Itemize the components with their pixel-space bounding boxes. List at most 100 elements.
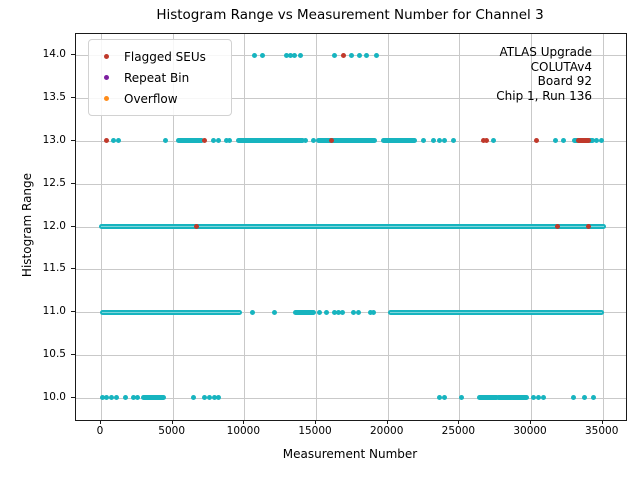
y-tick-mark <box>71 182 75 184</box>
flagged-seu-point <box>533 138 539 144</box>
data-point <box>490 138 496 144</box>
data-point <box>223 138 229 144</box>
flagged-seu-point <box>585 224 591 230</box>
data-point <box>201 395 207 401</box>
data-point <box>336 309 342 315</box>
legend-item: Repeat Bin <box>89 67 231 88</box>
data-point <box>131 395 137 401</box>
data-segment <box>495 395 514 401</box>
data-point <box>331 52 337 58</box>
x-tick-mark <box>458 420 460 424</box>
data-point <box>373 52 379 58</box>
data-point <box>316 309 322 315</box>
data-point <box>123 395 129 401</box>
y-gridline <box>76 183 626 185</box>
y-tick-label: 14.0 <box>42 48 66 61</box>
flagged-seu-point <box>103 138 109 144</box>
data-point <box>226 138 232 144</box>
data-point <box>99 395 105 401</box>
data-point <box>110 138 116 144</box>
annotation-line: COLUTAv4 <box>530 59 592 74</box>
y-tick-mark <box>71 268 75 270</box>
x-tick-label: 0 <box>96 425 104 437</box>
y-tick-label: 11.0 <box>42 305 66 318</box>
x-axis-label: Measurement Number <box>282 447 418 461</box>
annotation-line: Chip 1, Run 136 <box>496 88 592 103</box>
data-segment <box>476 395 499 401</box>
segment-highlight <box>100 226 604 228</box>
legend-item-label: Overflow <box>124 91 178 106</box>
data-point <box>260 52 266 58</box>
y-tick-label: 13.0 <box>42 133 66 146</box>
x-tick-mark <box>530 420 532 424</box>
x-tick-label: 20000 <box>369 425 404 437</box>
run-info-annotation: ATLAS Upgrade COLUTAv4 Board 92 Chip 1, Run… <box>496 45 592 103</box>
flagged-seu-point <box>555 224 561 230</box>
y-gridline <box>76 397 626 399</box>
plot-area <box>75 33 627 421</box>
data-point <box>298 52 304 58</box>
y-gridline <box>76 354 626 356</box>
data-point <box>420 138 426 144</box>
data-point <box>310 138 316 144</box>
y-tick-label: 10.0 <box>42 390 66 403</box>
data-point <box>450 138 456 144</box>
y-tick-label: 13.5 <box>42 91 66 104</box>
data-point <box>458 395 464 401</box>
x-tick-mark <box>243 420 245 424</box>
data-segment <box>388 309 604 315</box>
legend-item: Overflow <box>89 88 231 109</box>
annotation-line: Board 92 <box>537 74 592 88</box>
data-point <box>350 309 356 315</box>
x-tick-label: 25000 <box>441 425 476 437</box>
data-point <box>103 395 109 401</box>
data-point <box>598 138 604 144</box>
y-gridline <box>76 269 626 271</box>
data-point <box>355 309 361 315</box>
y-tick-mark <box>71 311 75 313</box>
x-tick-label: 35000 <box>585 425 619 437</box>
data-point <box>436 395 442 401</box>
data-point <box>283 52 289 58</box>
flagged-seu-point <box>329 138 335 144</box>
data-point <box>436 138 442 144</box>
y-axis-label: Histogram Range <box>20 172 34 278</box>
x-tick-mark <box>100 420 101 424</box>
data-point <box>162 138 168 144</box>
data-point <box>560 138 566 144</box>
data-point <box>291 52 297 58</box>
y-tick-mark <box>71 225 75 227</box>
chart-title: Histogram Range vs Measurement Number fo… <box>156 7 544 23</box>
data-point <box>340 309 346 315</box>
data-point <box>535 395 541 401</box>
flagged-seu-segment <box>575 138 591 144</box>
data-point <box>216 395 222 401</box>
data-point <box>367 309 373 315</box>
data-point <box>594 138 600 144</box>
data-segment <box>98 224 606 230</box>
data-point <box>590 395 596 401</box>
data-point <box>271 309 277 315</box>
y-tick-mark <box>71 353 75 355</box>
data-segment <box>510 395 529 401</box>
data-point <box>115 138 121 144</box>
data-segment <box>140 395 166 401</box>
data-point <box>370 309 376 315</box>
y-tick-label: 10.5 <box>42 347 66 360</box>
y-tick-label: 11.5 <box>42 262 66 275</box>
flagged-seu-point <box>193 224 199 230</box>
flagged-seu-point <box>340 52 346 58</box>
data-point <box>431 138 437 144</box>
x-tick-label: 30000 <box>513 425 547 437</box>
legend-item-label: Repeat Bin <box>124 70 190 85</box>
data-point <box>216 138 222 144</box>
data-point <box>441 138 447 144</box>
data-point <box>348 52 354 58</box>
y-tick-mark <box>71 139 75 141</box>
legend-item: Flagged SEUs <box>89 46 231 67</box>
data-point <box>441 395 447 401</box>
legend-item-label: Flagged SEUs <box>124 49 206 64</box>
data-point <box>135 395 141 401</box>
data-point <box>207 395 213 401</box>
